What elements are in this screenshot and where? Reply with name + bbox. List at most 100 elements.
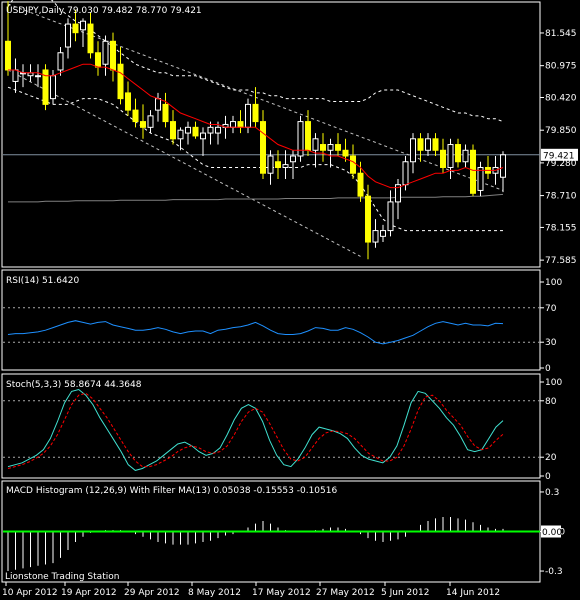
price-tick-label: 78.710 [545,192,577,202]
price-plot [3,0,540,260]
bullish-candle [155,98,161,111]
bearish-candle [335,144,341,151]
price-tick-label: 81.545 [545,29,577,39]
bearish-candle [95,52,101,68]
bearish-candle [42,69,49,105]
bearish-candle [192,126,199,137]
axis-labels: 81.545 80.975 80.420 79.850 79.280 78.710 78.1… [2,29,578,598]
stoch-main-line [7,388,504,471]
bearish-candle [275,161,281,168]
bullish-candle [147,115,154,128]
bearish-candle [140,121,146,128]
bearish-candle [5,40,11,71]
bearish-candle [117,63,124,100]
bearish-candle [417,138,424,151]
long-moving-average-line [8,193,504,203]
bullish-candle [102,40,109,65]
bullish-candle [500,154,506,178]
bearish-candle [470,149,476,194]
rsi-tick-label: 100 [545,278,562,288]
bullish-candle [215,126,221,134]
x-tick-label: 29 Apr 2012 [124,588,180,598]
bullish-candle [65,23,71,48]
bearish-candle [305,121,311,151]
bearish-candle [170,121,176,140]
bearish-candle [110,40,116,71]
bullish-candle [35,75,41,78]
current-price-label: 79.421 [543,151,575,161]
bullish-candle [387,201,394,232]
bullish-candle [425,138,431,151]
bearish-candle [72,23,79,34]
bullish-candle [402,161,409,186]
bullish-candle [177,129,184,140]
bullish-candle [245,103,251,128]
bearish-candle [252,103,259,123]
x-tick-label: 27 May 2012 [316,588,375,598]
channel-lower-line [7,69,361,257]
rsi-tick-label: 70 [545,304,557,314]
bearish-candle [87,23,94,54]
price-tick-label: 80.975 [545,62,577,72]
rsi-line [7,320,504,345]
macd-current-box [541,525,561,538]
macd-plot [3,517,540,572]
price-tick-label: 78.155 [545,223,577,233]
watermark: Lionstone Trading Station [5,572,119,582]
price-tick-label: 80.420 [545,94,577,104]
bearish-candle [320,144,326,151]
bullish-candle [200,132,206,140]
x-tick-label: 10 Apr 2012 [2,588,58,598]
bearish-candle [350,155,356,174]
price-panel-title: USDJPY,Daily 79.030 79.482 78.770 79.421 [6,6,202,16]
bearish-candle [125,92,131,111]
bullish-candle [462,149,469,163]
bullish-candle [57,52,64,71]
bearish-candle [162,103,169,123]
x-tick-label: 17 May 2012 [252,588,311,598]
macd-tick-label: 0.3 [545,488,559,498]
rsi-tick-label: 30 [545,338,557,348]
macd-current-label: 0.00 [542,528,562,538]
stoch-signal-line [7,392,504,469]
x-tick-label: 14 Jun 2012 [446,588,500,598]
bullish-candle [80,20,86,31]
stoch-panel-frame [1,373,541,479]
bullish-candle [380,230,386,237]
price-panel-frame [1,1,541,268]
price-tick-label: 79.850 [545,126,577,136]
macd-tick-label: -0.3 [545,567,563,577]
bullish-candle [327,144,334,151]
stoch-panel-title: Stoch(5,3,3) 58.8674 44.3648 [6,380,142,390]
x-tick-label: 5 Jun 2012 [381,588,429,598]
bullish-candle [185,126,191,134]
macd-panel-title: MACD Histogram (12,26,9) With Filter MA(… [6,486,337,496]
stoch-tick-label: 0 [545,472,551,482]
bearish-candle [440,149,446,168]
lower-band-line [7,86,503,232]
bullish-candle [395,184,401,203]
bullish-candle [12,69,19,82]
bearish-candle [260,121,266,174]
rsi-panel-frame [1,269,541,371]
bullish-candle [312,138,319,151]
bullish-candle [230,121,236,128]
bullish-candle [290,155,296,163]
price-tick-label: 79.280 [545,159,577,169]
bearish-candle [132,109,139,123]
bearish-candle [357,172,364,197]
x-tick-label: 19 Apr 2012 [61,588,117,598]
bullish-candle [410,138,416,163]
bullish-candle [477,166,484,191]
rsi-tick-label: 0 [545,364,551,374]
bullish-candle [447,144,454,168]
bullish-candle [267,155,274,174]
moving-average-line [8,63,504,189]
bearish-candle [342,149,349,157]
price-tick-label: 77.585 [545,256,577,266]
bearish-candle [455,144,461,163]
bullish-candle [50,75,56,100]
rsi-panel-title: RSI(14) 51.6420 [6,276,79,286]
